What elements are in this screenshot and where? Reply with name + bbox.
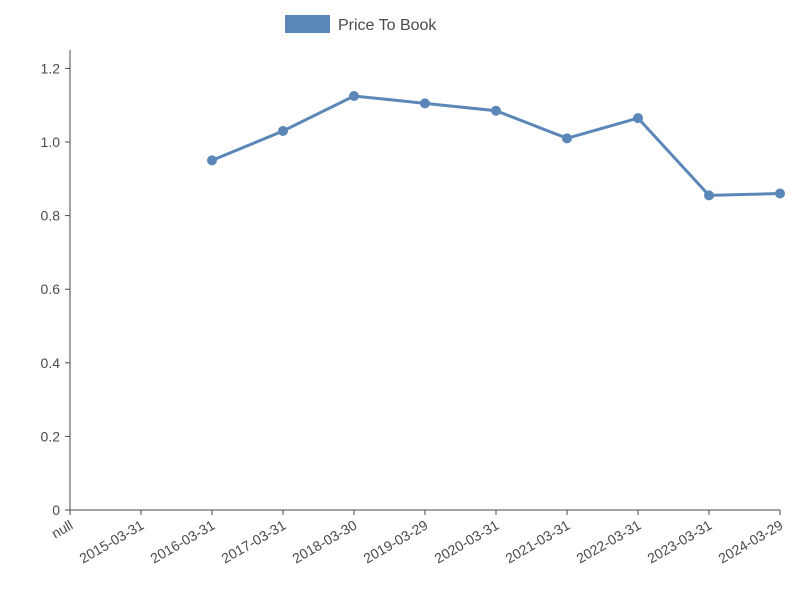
data-point <box>492 106 501 115</box>
y-tick-label: 0.4 <box>41 355 61 371</box>
legend-swatch <box>285 15 330 33</box>
x-tick-label: 2022-03-31 <box>573 517 643 567</box>
y-tick-label: 0 <box>52 502 60 518</box>
x-tick-label: 2018-03-30 <box>289 517 359 567</box>
x-tick-label: 2016-03-31 <box>147 517 217 567</box>
x-tick-label: 2019-03-29 <box>360 517 430 567</box>
legend-label: Price To Book <box>338 17 437 34</box>
data-point <box>634 114 643 123</box>
data-point <box>279 126 288 135</box>
y-tick-label: 0.6 <box>41 281 61 297</box>
data-point <box>705 191 714 200</box>
x-tick-label: 2021-03-31 <box>502 517 572 567</box>
x-tick-label: 2015-03-31 <box>76 517 146 567</box>
y-tick-label: 1.0 <box>41 134 61 150</box>
chart-container: 0 0.2 0.4 0.6 0.8 1.0 1.2 null2015-03-312016-03… <box>0 0 800 600</box>
x-tick-label: null <box>49 517 76 542</box>
data-point <box>421 99 430 108</box>
y-tick-label: 0.8 <box>41 208 61 224</box>
x-tick-label: 2024-03-29 <box>715 517 785 567</box>
y-tick-label: 0.2 <box>41 428 61 444</box>
x-tick-label: 2020-03-31 <box>431 517 501 567</box>
data-point <box>776 189 785 198</box>
data-point <box>563 134 572 143</box>
line-chart: 0 0.2 0.4 0.6 0.8 1.0 1.2 null2015-03-312016-03… <box>0 0 800 600</box>
x-tick-label: 2017-03-31 <box>218 517 288 567</box>
y-tick-label: 1.2 <box>41 60 61 76</box>
data-point <box>350 92 359 101</box>
x-tick-label: 2023-03-31 <box>644 517 714 567</box>
data-point <box>208 156 217 165</box>
